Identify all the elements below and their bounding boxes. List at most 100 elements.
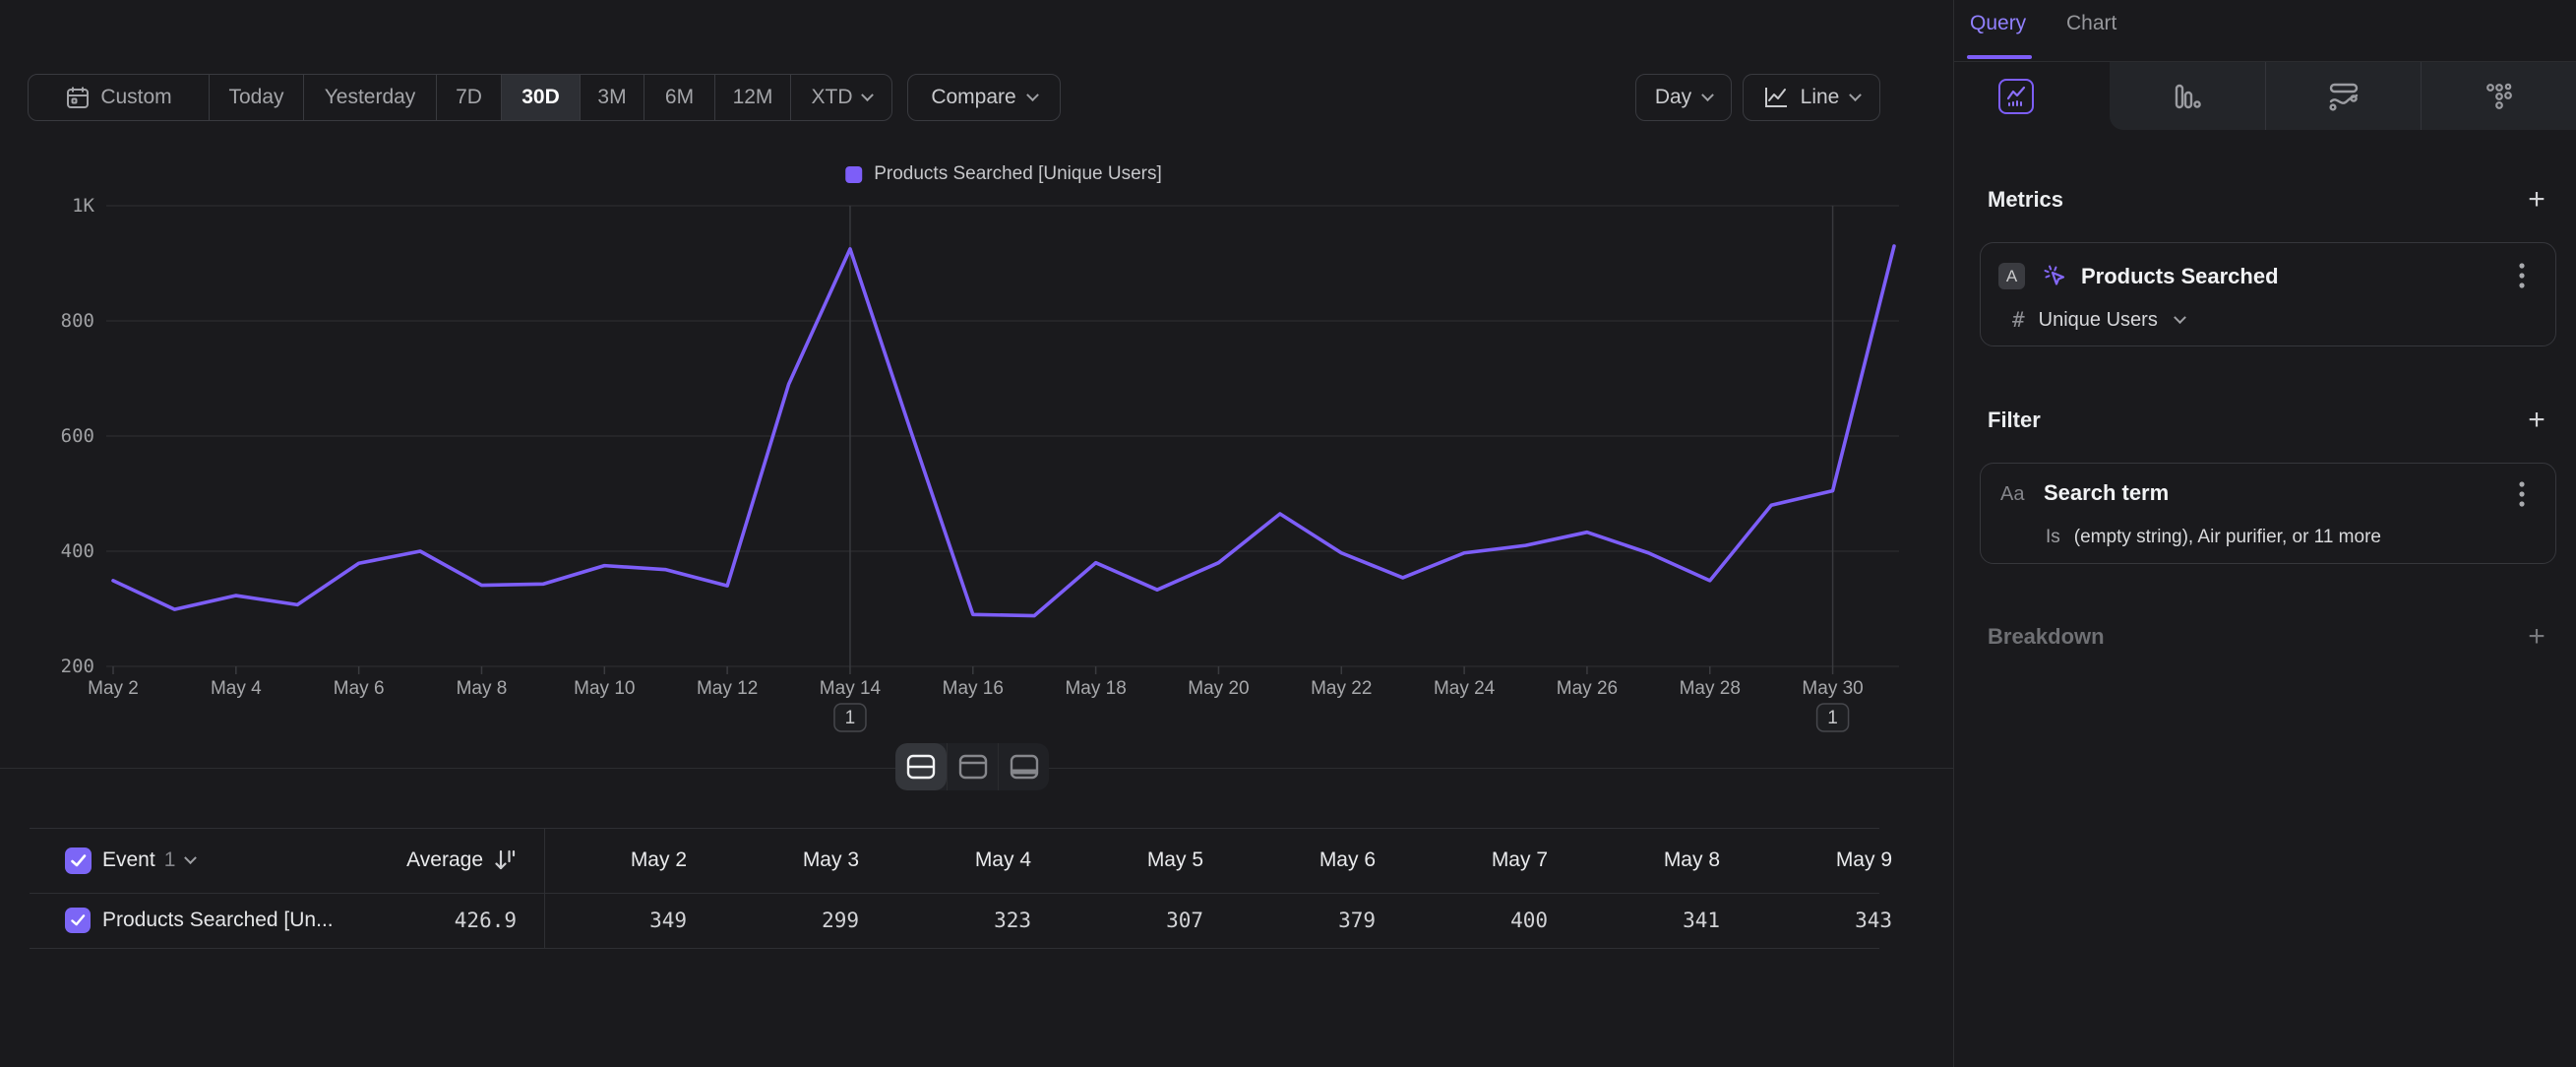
metric-menu-icon[interactable] [2518,261,2526,297]
x-axis-label: May 12 [697,678,758,699]
flows-tab[interactable] [2265,62,2421,130]
line-chart[interactable]: 1K800600400200May 2May 4May 6May 8May 10… [0,121,1953,768]
layout-split-button[interactable] [895,743,947,790]
metric-card[interactable]: A Products Searched # Unique Users [1980,242,2556,346]
filter-property-name[interactable]: Search term [2044,480,2169,506]
range-label: 3M [597,86,626,109]
range-yesterday[interactable]: Yesterday [304,75,437,120]
active-tab-underline [1967,55,2032,59]
chevron-down-icon [1701,89,1714,101]
date-column-header[interactable]: May 4 [859,828,1031,893]
range-xtd[interactable]: XTD [791,75,891,120]
select-all-checkbox[interactable] [65,847,92,874]
cursor-click-icon [2042,263,2069,295]
chevron-down-icon [1849,89,1862,101]
breakdown-heading: Breakdown [1988,624,2105,650]
range-label: Today [228,86,283,109]
date-column-header[interactable]: May 6 [1203,828,1376,893]
layout-table-only-button[interactable] [998,743,1049,790]
cell-value: 349 [515,893,687,948]
x-axis-label: May 30 [1802,678,1863,699]
main-panel: Custom Today Yesterday 7D 30D 3M 6M 12M XTD Comp… [0,0,1953,1067]
sort-descending-icon[interactable] [493,847,517,873]
date-column-header[interactable]: May 3 [687,828,859,893]
cell-value: 299 [687,893,859,948]
range-label: 30D [521,86,560,109]
chart-type-dropdown[interactable]: Line [1743,74,1880,121]
x-axis-label: May 10 [574,678,635,699]
filter-card[interactable]: Aa Search term Is (empty string), Air pu… [1980,463,2556,564]
x-axis-label: May 18 [1065,678,1126,699]
retention-tab[interactable] [2421,62,2576,130]
range-6m[interactable]: 6M [644,75,715,120]
layout-toggle [895,743,1049,790]
row-checkbox[interactable] [65,908,91,933]
metric-name[interactable]: Products Searched [2081,264,2279,289]
add-metric-button[interactable]: + [2522,185,2551,215]
x-axis-label: May 14 [820,678,882,699]
x-axis-label: May 6 [334,678,385,699]
range-label: 6M [665,86,694,109]
chevron-down-icon [2174,311,2186,324]
range-3m[interactable]: 3M [581,75,644,120]
range-30d[interactable]: 30D [502,75,581,120]
granularity-dropdown[interactable]: Day [1635,74,1732,121]
insights-line-tab-selected[interactable] [1998,79,2034,114]
filter-operator: Is [2046,527,2060,548]
cell-value: 343 [1720,893,1892,948]
granularity-label: Day [1655,86,1691,109]
filter-menu-icon[interactable] [2518,479,2526,516]
event-column-header[interactable]: Event 1 [102,828,195,893]
y-axis-label: 1K [72,195,94,217]
cell-value: 400 [1376,893,1548,948]
chart-type-strip [2110,62,2576,130]
x-axis-label: May 22 [1311,678,1372,699]
range-custom[interactable]: Custom [29,75,210,120]
x-axis-label: May 24 [1434,678,1496,699]
add-breakdown-button[interactable]: + [2522,622,2551,652]
date-column-header[interactable]: May 5 [1031,828,1203,893]
query-sidebar: Query Chart [1953,0,2576,1067]
row-average-value: 426.9 [455,893,517,948]
filter-heading: Filter [1988,408,2041,433]
compare-button[interactable]: Compare [907,74,1061,121]
metric-letter-badge: A [1998,263,2025,289]
series-line-products-searched[interactable] [113,246,1894,616]
range-label: Yesterday [325,86,416,109]
filter-value: (empty string), Air purifier, or 11 more [2074,527,2381,548]
chevron-down-icon [861,89,874,101]
line-chart-icon [1763,86,1789,109]
date-column-header[interactable]: May 8 [1548,828,1720,893]
bar-chart-tab[interactable] [2110,62,2265,130]
average-column-header[interactable]: Average [406,828,517,893]
cell-value: 379 [1203,893,1376,948]
calendar-icon [65,85,91,110]
metrics-heading: Metrics [1988,187,2063,213]
date-column-header[interactable]: May 9 [1720,828,1892,893]
y-axis-label: 400 [61,540,94,562]
range-7d[interactable]: 7D [437,75,502,120]
annotation-badge-label: 1 [845,708,856,728]
metric-aggregation[interactable]: # Unique Users [2012,308,2184,332]
event-count: 1 [164,848,176,872]
range-12m[interactable]: 12M [715,75,791,120]
row-values: 349299323307379400341343 [515,893,1892,948]
filter-condition[interactable]: Is (empty string), Air purifier, or 11 m… [2046,527,2381,548]
tab-chart[interactable]: Chart [2066,12,2116,35]
date-column-headers: May 2May 3May 4May 5May 6May 7May 8May 9 [515,828,1892,893]
x-axis-label: May 4 [211,678,262,699]
date-column-header[interactable]: May 2 [515,828,687,893]
date-column-header[interactable]: May 7 [1376,828,1548,893]
tab-query[interactable]: Query [1970,12,2026,35]
date-range-group: Custom Today Yesterday 7D 30D 3M 6M 12M XTD [28,74,892,121]
row-series-name[interactable]: Products Searched [Un... [102,893,334,948]
range-label: XTD [812,86,853,109]
count-icon: # [2012,308,2025,332]
x-axis-label: May 20 [1188,678,1249,699]
add-filter-button[interactable]: + [2522,406,2551,435]
x-axis-label: May 28 [1680,678,1741,699]
range-today[interactable]: Today [210,75,304,120]
insights-report: Custom Today Yesterday 7D 30D 3M 6M 12M XTD Comp… [0,0,2576,1067]
y-axis-label: 200 [61,656,94,677]
layout-chart-only-button[interactable] [947,743,998,790]
